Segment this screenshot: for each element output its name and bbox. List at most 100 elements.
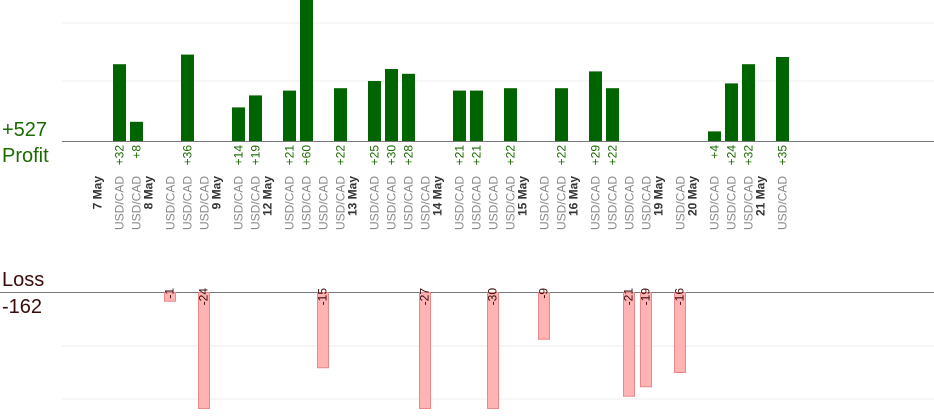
- pair-label: USD/CAD: [742, 176, 756, 230]
- pair-label: USD/CAD: [317, 176, 331, 230]
- pair-label: USD/CAD: [487, 176, 501, 230]
- profit-bar: [232, 107, 245, 141]
- profit-value-label: +28: [402, 145, 416, 166]
- loss-value-label: -30: [486, 288, 500, 306]
- pair-label: USD/CAD: [538, 176, 552, 230]
- pair-label: USD/CAD: [181, 176, 195, 230]
- profit-bar: [504, 88, 517, 141]
- profit-bar: [249, 95, 262, 141]
- profit-value-label: +22: [334, 145, 348, 166]
- profit-value-label: +32: [742, 145, 756, 166]
- loss-value-label: -15: [316, 288, 330, 306]
- profit-bar: [368, 81, 381, 141]
- profit-value-label: +36: [181, 145, 195, 166]
- date-label: 9 May: [210, 176, 224, 210]
- pair-label: USD/CAD: [555, 176, 569, 230]
- loss-total: -162: [2, 296, 43, 318]
- pair-label: USD/CAD: [725, 176, 739, 230]
- profit-value-label: +8: [130, 145, 144, 159]
- profit-value-label: +32: [113, 145, 127, 166]
- profit-bar: [334, 88, 347, 141]
- date-label: 7 May: [91, 176, 105, 210]
- pair-label: USD/CAD: [283, 176, 297, 230]
- date-label: 14 May: [431, 176, 445, 216]
- date-label: 19 May: [652, 176, 666, 216]
- pair-label: USD/CAD: [385, 176, 399, 230]
- profit-bar: [300, 0, 313, 141]
- loss-bar: [419, 292, 431, 409]
- profit-value-label: +22: [555, 145, 569, 166]
- profit-value-label: +21: [470, 145, 484, 166]
- profit-bar: [725, 83, 738, 141]
- loss-value-label: -19: [639, 288, 653, 306]
- profit-total: +527: [2, 119, 48, 141]
- pair-label: USD/CAD: [249, 176, 263, 230]
- pair-label: USD/CAD: [504, 176, 518, 230]
- date-label: 8 May: [142, 176, 156, 210]
- loss-value-label: -21: [622, 288, 636, 306]
- loss-bar: [317, 292, 329, 369]
- pair-label: USD/CAD: [606, 176, 620, 230]
- profit-label: Profit: [2, 145, 49, 167]
- profit-value-label: +19: [249, 145, 263, 166]
- pair-label: USD/CAD: [113, 176, 127, 230]
- profit-bar: [555, 88, 568, 141]
- loss-bar: [623, 292, 635, 397]
- profit-bar: [181, 54, 194, 141]
- loss-bar: [164, 292, 176, 302]
- loss-value-label: -9: [537, 288, 551, 299]
- profit-bar: [470, 90, 483, 141]
- profit-value-label: +21: [453, 145, 467, 166]
- pair-label: USD/CAD: [198, 176, 212, 230]
- pair-label: USD/CAD: [232, 176, 246, 230]
- profit-bar: [130, 121, 143, 141]
- date-label: 13 May: [346, 176, 360, 216]
- profit-bar: [283, 90, 296, 141]
- profit-bar: [742, 64, 755, 141]
- pair-label: USD/CAD: [470, 176, 484, 230]
- pair-label: USD/CAD: [589, 176, 603, 230]
- profit-bar: [113, 64, 126, 141]
- pair-label: USD/CAD: [623, 176, 637, 230]
- pair-label: USD/CAD: [300, 176, 314, 230]
- pair-label: USD/CAD: [334, 176, 348, 230]
- loss-bar: [198, 292, 210, 409]
- date-label: 15 May: [516, 176, 530, 216]
- profit-bar: [606, 88, 619, 141]
- profit-bar: [453, 90, 466, 141]
- profit-bar: [402, 73, 415, 141]
- pair-label: USD/CAD: [674, 176, 688, 230]
- profit-value-label: +60: [300, 145, 314, 166]
- profit-value-label: +35: [776, 145, 790, 166]
- profit-value-label: +14: [232, 145, 246, 166]
- pair-label: USD/CAD: [708, 176, 722, 230]
- pair-label: USD/CAD: [130, 176, 144, 230]
- date-label: 20 May: [686, 176, 700, 216]
- pair-label: USD/CAD: [402, 176, 416, 230]
- profit-bar: [589, 71, 602, 141]
- loss-bar: [640, 292, 652, 388]
- pair-label: USD/CAD: [419, 176, 433, 230]
- profit-bar: [385, 69, 398, 141]
- profit-value-label: +30: [385, 145, 399, 166]
- loss-label: Loss: [2, 269, 45, 291]
- loss-value-label: -24: [197, 288, 211, 306]
- profit-value-label: +22: [504, 145, 518, 166]
- profit-bar: [776, 57, 789, 141]
- date-label: 16 May: [567, 176, 581, 216]
- pair-label: USD/CAD: [368, 176, 382, 230]
- pair-label: USD/CAD: [453, 176, 467, 230]
- profit-value-label: +24: [725, 145, 739, 166]
- profit-value-label: +21: [283, 145, 297, 166]
- pair-label: USD/CAD: [640, 176, 654, 230]
- pair-label: USD/CAD: [776, 176, 790, 230]
- pair-label: USD/CAD: [164, 176, 178, 230]
- loss-value-label: -27: [418, 288, 432, 306]
- date-label: 12 May: [261, 176, 275, 216]
- profit-bar: [708, 131, 721, 141]
- profit-value-label: +29: [589, 145, 603, 166]
- loss-bar: [674, 292, 686, 373]
- profit-value-label: +22: [606, 145, 620, 166]
- profit-value-label: +4: [708, 145, 722, 159]
- loss-value-label: -1: [163, 288, 177, 299]
